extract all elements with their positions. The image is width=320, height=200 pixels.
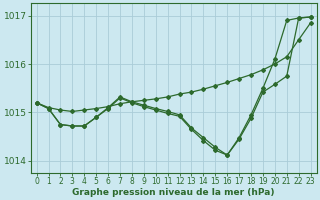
X-axis label: Graphe pression niveau de la mer (hPa): Graphe pression niveau de la mer (hPa) xyxy=(72,188,275,197)
